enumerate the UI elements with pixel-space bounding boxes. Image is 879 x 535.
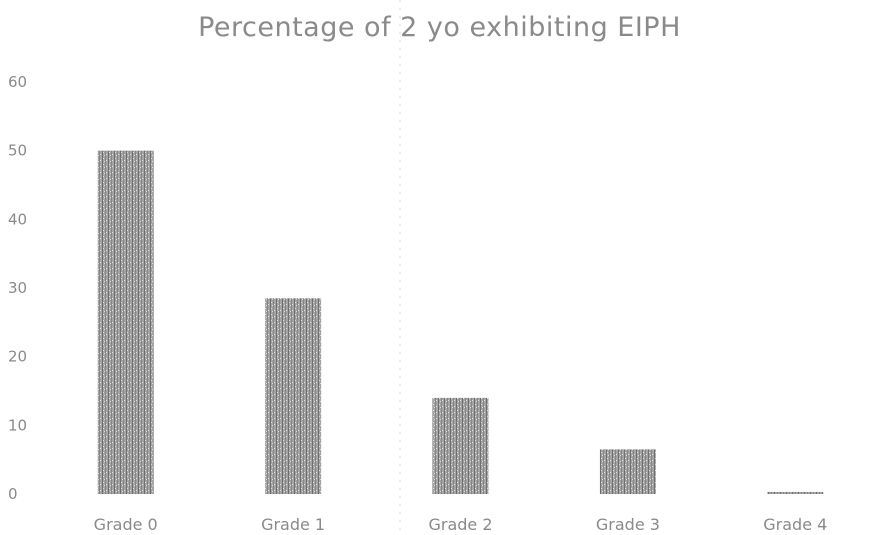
bars bbox=[97, 150, 824, 494]
x-category-label: Grade 4 bbox=[763, 515, 827, 534]
y-tick-label: 60 bbox=[8, 73, 27, 91]
bar-grade-4 bbox=[767, 491, 824, 494]
y-tick-label: 0 bbox=[8, 485, 18, 503]
bar-grade-2 bbox=[432, 397, 489, 494]
y-axis-ticks: 0 10 20 30 40 50 60 bbox=[8, 73, 27, 503]
bar-grade-3 bbox=[599, 449, 656, 494]
x-category-label: Grade 2 bbox=[428, 515, 492, 534]
y-tick-label: 30 bbox=[8, 279, 27, 297]
x-axis-labels: Grade 0 Grade 1 Grade 2 Grade 3 Grade 4 bbox=[94, 515, 828, 534]
y-tick-label: 20 bbox=[8, 348, 27, 366]
y-tick-label: 50 bbox=[8, 142, 27, 160]
x-category-label: Grade 3 bbox=[596, 515, 660, 534]
bar-grade-0 bbox=[97, 150, 154, 494]
x-category-label: Grade 0 bbox=[94, 515, 158, 534]
bar-grade-1 bbox=[265, 298, 322, 494]
chart-title: Percentage of 2 yo exhibiting EIPH bbox=[198, 12, 681, 43]
y-tick-label: 40 bbox=[8, 210, 27, 228]
y-tick-label: 10 bbox=[8, 416, 27, 434]
x-category-label: Grade 1 bbox=[261, 515, 325, 534]
